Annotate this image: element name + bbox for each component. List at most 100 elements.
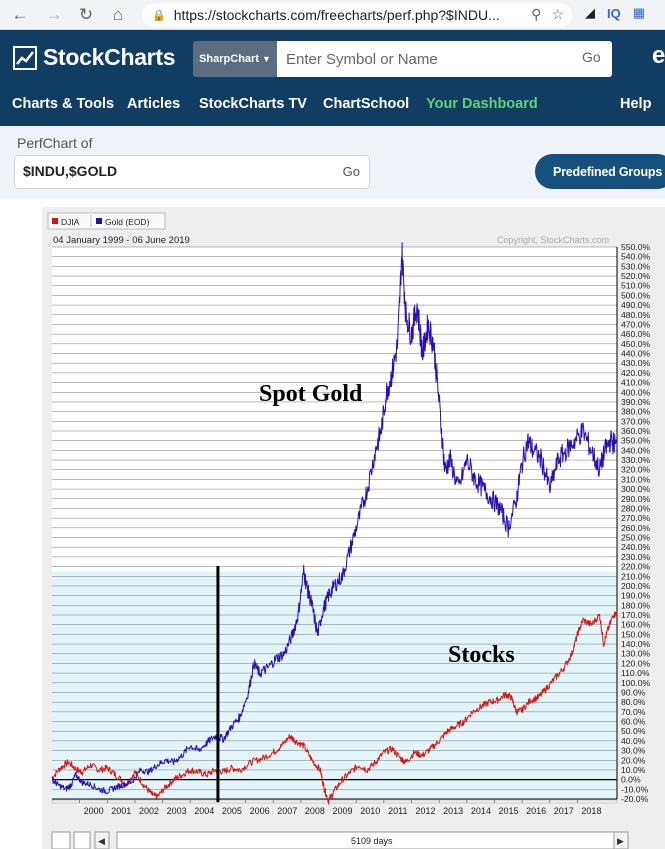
x-tick-label: 2012 [416, 806, 436, 816]
x-tick-label: 2018 [581, 806, 601, 816]
predefined-groups-button[interactable]: Predefined Groups [535, 154, 665, 189]
chart-type-label: SharpChart [199, 53, 259, 65]
y-tick-label: 290.0% [621, 494, 651, 504]
chart-extension-icon[interactable]: ◢ [585, 5, 595, 20]
x-tick-label: 2004 [194, 806, 214, 816]
chart-type-toggle-icon[interactable] [51, 831, 71, 849]
color-toggle-icon[interactable] [73, 831, 91, 849]
reload-icon[interactable]: ↻ [78, 5, 94, 24]
stockcharts-logo[interactable]: StockCharts [13, 44, 175, 71]
y-tick-label: 30.0% [621, 746, 646, 756]
y-tick-label: 50.0% [621, 726, 646, 736]
y-tick-label: 220.0% [621, 562, 651, 572]
search-go-button[interactable]: Go [582, 49, 601, 65]
y-tick-label: 190.0% [621, 591, 651, 601]
y-tick-label: 200.0% [621, 581, 651, 591]
y-tick-label: 100.0% [621, 678, 651, 688]
browser-toolbar: ← → ↻ ⌂ 🔒 https://stockcharts.com/freech… [0, 0, 665, 30]
y-tick-label: 330.0% [621, 455, 651, 465]
forward-icon[interactable]: → [45, 5, 63, 24]
annotation-stocks: Stocks [448, 642, 515, 668]
perf-chart: 550.0%540.0%530.0%520.0%510.0%500.0%490.… [42, 207, 665, 849]
scroll-left-button[interactable] [94, 831, 110, 849]
logo-text: StockCharts [43, 44, 176, 70]
y-tick-label: 430.0% [621, 358, 651, 368]
y-tick-label: 540.0% [621, 252, 651, 262]
nav-articles[interactable]: Articles [127, 96, 181, 112]
y-tick-label: 470.0% [621, 319, 651, 329]
y-tick-label: 90.0% [621, 687, 646, 697]
perfchart-symbols-input[interactable]: $INDU,$GOLD Go [14, 155, 370, 189]
y-tick-label: 440.0% [621, 349, 651, 359]
series-lines [51, 242, 618, 805]
y-tick-label: 40.0% [621, 736, 646, 746]
plot-background-lower [52, 571, 617, 799]
y-tick-label: 370.0% [621, 416, 651, 426]
chart-type-select[interactable]: SharpChart ▼ [193, 41, 277, 77]
y-tick-label: 0.0% [621, 775, 641, 785]
series-line-gold [51, 242, 618, 795]
chart-legend: DJIA Gold (EOD) [47, 212, 166, 230]
y-tick-label: 60.0% [621, 717, 646, 727]
x-tick-label: 2000 [84, 806, 104, 816]
annotation-spot-gold: Spot Gold [259, 381, 363, 407]
x-tick-label: 2002 [139, 806, 159, 816]
y-tick-label: 380.0% [621, 407, 651, 417]
x-tick-label: 2016 [526, 806, 546, 816]
y-tick-label: 360.0% [621, 426, 651, 436]
y-tick-label: 400.0% [621, 387, 651, 397]
x-tick-label: 2001 [111, 806, 131, 816]
x-tick-label: 2008 [305, 806, 325, 816]
x-tick-label: 2013 [443, 806, 463, 816]
y-tick-label: 550.0% [621, 242, 651, 252]
x-tick-label: 2015 [498, 806, 518, 816]
star-icon[interactable]: ☆ [551, 6, 564, 22]
plot-fill [52, 571, 617, 799]
scroll-right-icon: ▶ [617, 837, 624, 847]
legend-label: Gold (EOD) [105, 217, 150, 227]
zoom-icon[interactable]: ⚲ [531, 6, 542, 22]
extension-icon[interactable]: ▦ [632, 5, 646, 20]
y-tick-label: 300.0% [621, 484, 651, 494]
back-icon[interactable]: ← [11, 5, 29, 24]
y-tick-label: 390.0% [621, 397, 651, 407]
perfchart-go-button[interactable]: Go [342, 164, 360, 179]
y-tick-label: 240.0% [621, 542, 651, 552]
nav-chartschool[interactable]: ChartSchool [323, 96, 410, 112]
chart-date-range: 04 January 1999 - 06 June 2019 [53, 235, 190, 246]
lock-icon: 🔒 [152, 9, 166, 22]
y-tick-label: 70.0% [621, 707, 646, 717]
user-profile-icon[interactable]: e [652, 42, 665, 69]
series-line-djia [51, 611, 618, 805]
perfchart-symbols-value: $INDU,$GOLD [23, 163, 118, 179]
y-tick-label: 210.0% [621, 571, 651, 581]
y-tick-label: 490.0% [621, 300, 651, 310]
x-tick-label: 2014 [471, 806, 491, 816]
y-tick-label: 260.0% [621, 523, 651, 533]
y-tick-label: 420.0% [621, 368, 651, 378]
chart-copyright: Copyright, StockCharts.com [497, 235, 609, 245]
url-text: https://stockcharts.com/freecharts/perf.… [173, 7, 500, 23]
y-tick-label: 350.0% [621, 436, 651, 446]
nav-help[interactable]: Help [620, 96, 652, 112]
grid-lines [52, 246, 618, 800]
address-bar[interactable]: 🔒 https://stockcharts.com/freecharts/per… [142, 3, 572, 27]
y-tick-label: 450.0% [621, 339, 651, 349]
y-tick-label: -10.0% [621, 784, 649, 794]
y-axis-labels: 550.0%540.0%530.0%520.0%510.0%500.0%490.… [621, 242, 651, 804]
y-tick-label: 120.0% [621, 658, 651, 668]
iq-extension-icon[interactable]: IQ [607, 5, 621, 21]
scroll-right-button[interactable] [613, 831, 629, 849]
y-tick-label: 340.0% [621, 445, 651, 455]
y-tick-label: 150.0% [621, 629, 651, 639]
nav-your-dashboard[interactable]: Your Dashboard [426, 96, 538, 112]
home-icon[interactable]: ⌂ [112, 5, 124, 24]
symbol-search-input[interactable] [277, 41, 612, 77]
legend-swatch [96, 218, 102, 224]
nav-stockcharts-tv[interactable]: StockCharts TV [199, 96, 307, 112]
x-tick-label: 2007 [277, 806, 297, 816]
perfchart-area: 550.0% 540.0% 530.0% 520.0% 510.0% 500.0% 490.… [0, 199, 665, 849]
y-tick-label: 230.0% [621, 552, 651, 562]
nav-charts-tools[interactable]: Charts & Tools [12, 96, 115, 112]
y-tick-label: 280.0% [621, 503, 651, 513]
